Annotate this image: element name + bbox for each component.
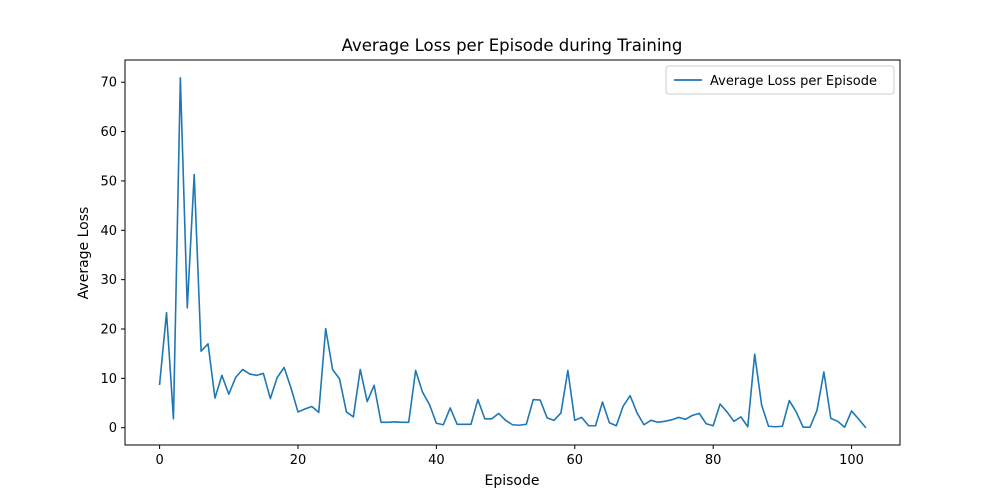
- axes-frame: [124, 59, 901, 446]
- x-tick-label: 100: [839, 453, 864, 468]
- x-tick-label: 20: [290, 453, 307, 468]
- series-line-0: [158, 76, 867, 429]
- x-axis-label: Episode: [485, 473, 540, 489]
- plot-area: [124, 59, 901, 446]
- x-tick-label: 60: [567, 453, 584, 468]
- y-tick-label: 50: [100, 174, 117, 189]
- x-tick-label: 0: [155, 453, 163, 468]
- y-tick-label: 40: [100, 224, 117, 239]
- y-tick-label: 10: [100, 372, 117, 387]
- x-tick-label: 80: [705, 453, 722, 468]
- y-tick-label: 0: [109, 421, 117, 436]
- y-tick-label: 30: [100, 273, 117, 288]
- legend-entry-label: Average Loss per Episode: [710, 74, 877, 89]
- y-tick-label: 60: [100, 125, 117, 140]
- y-tick-label: 20: [100, 323, 117, 338]
- legend-frame: [665, 65, 895, 95]
- legend: Average Loss per Episode: [665, 65, 895, 95]
- y-tick-label: 70: [100, 76, 117, 91]
- y-axis-label: Average Loss: [76, 207, 92, 300]
- chart-title: Average Loss per Episode during Training: [342, 36, 683, 55]
- x-tick-label: 40: [428, 453, 445, 468]
- axis-ticks: 0 20 40 60 80 100 0 10 20 30 40 50 60 70: [100, 76, 864, 468]
